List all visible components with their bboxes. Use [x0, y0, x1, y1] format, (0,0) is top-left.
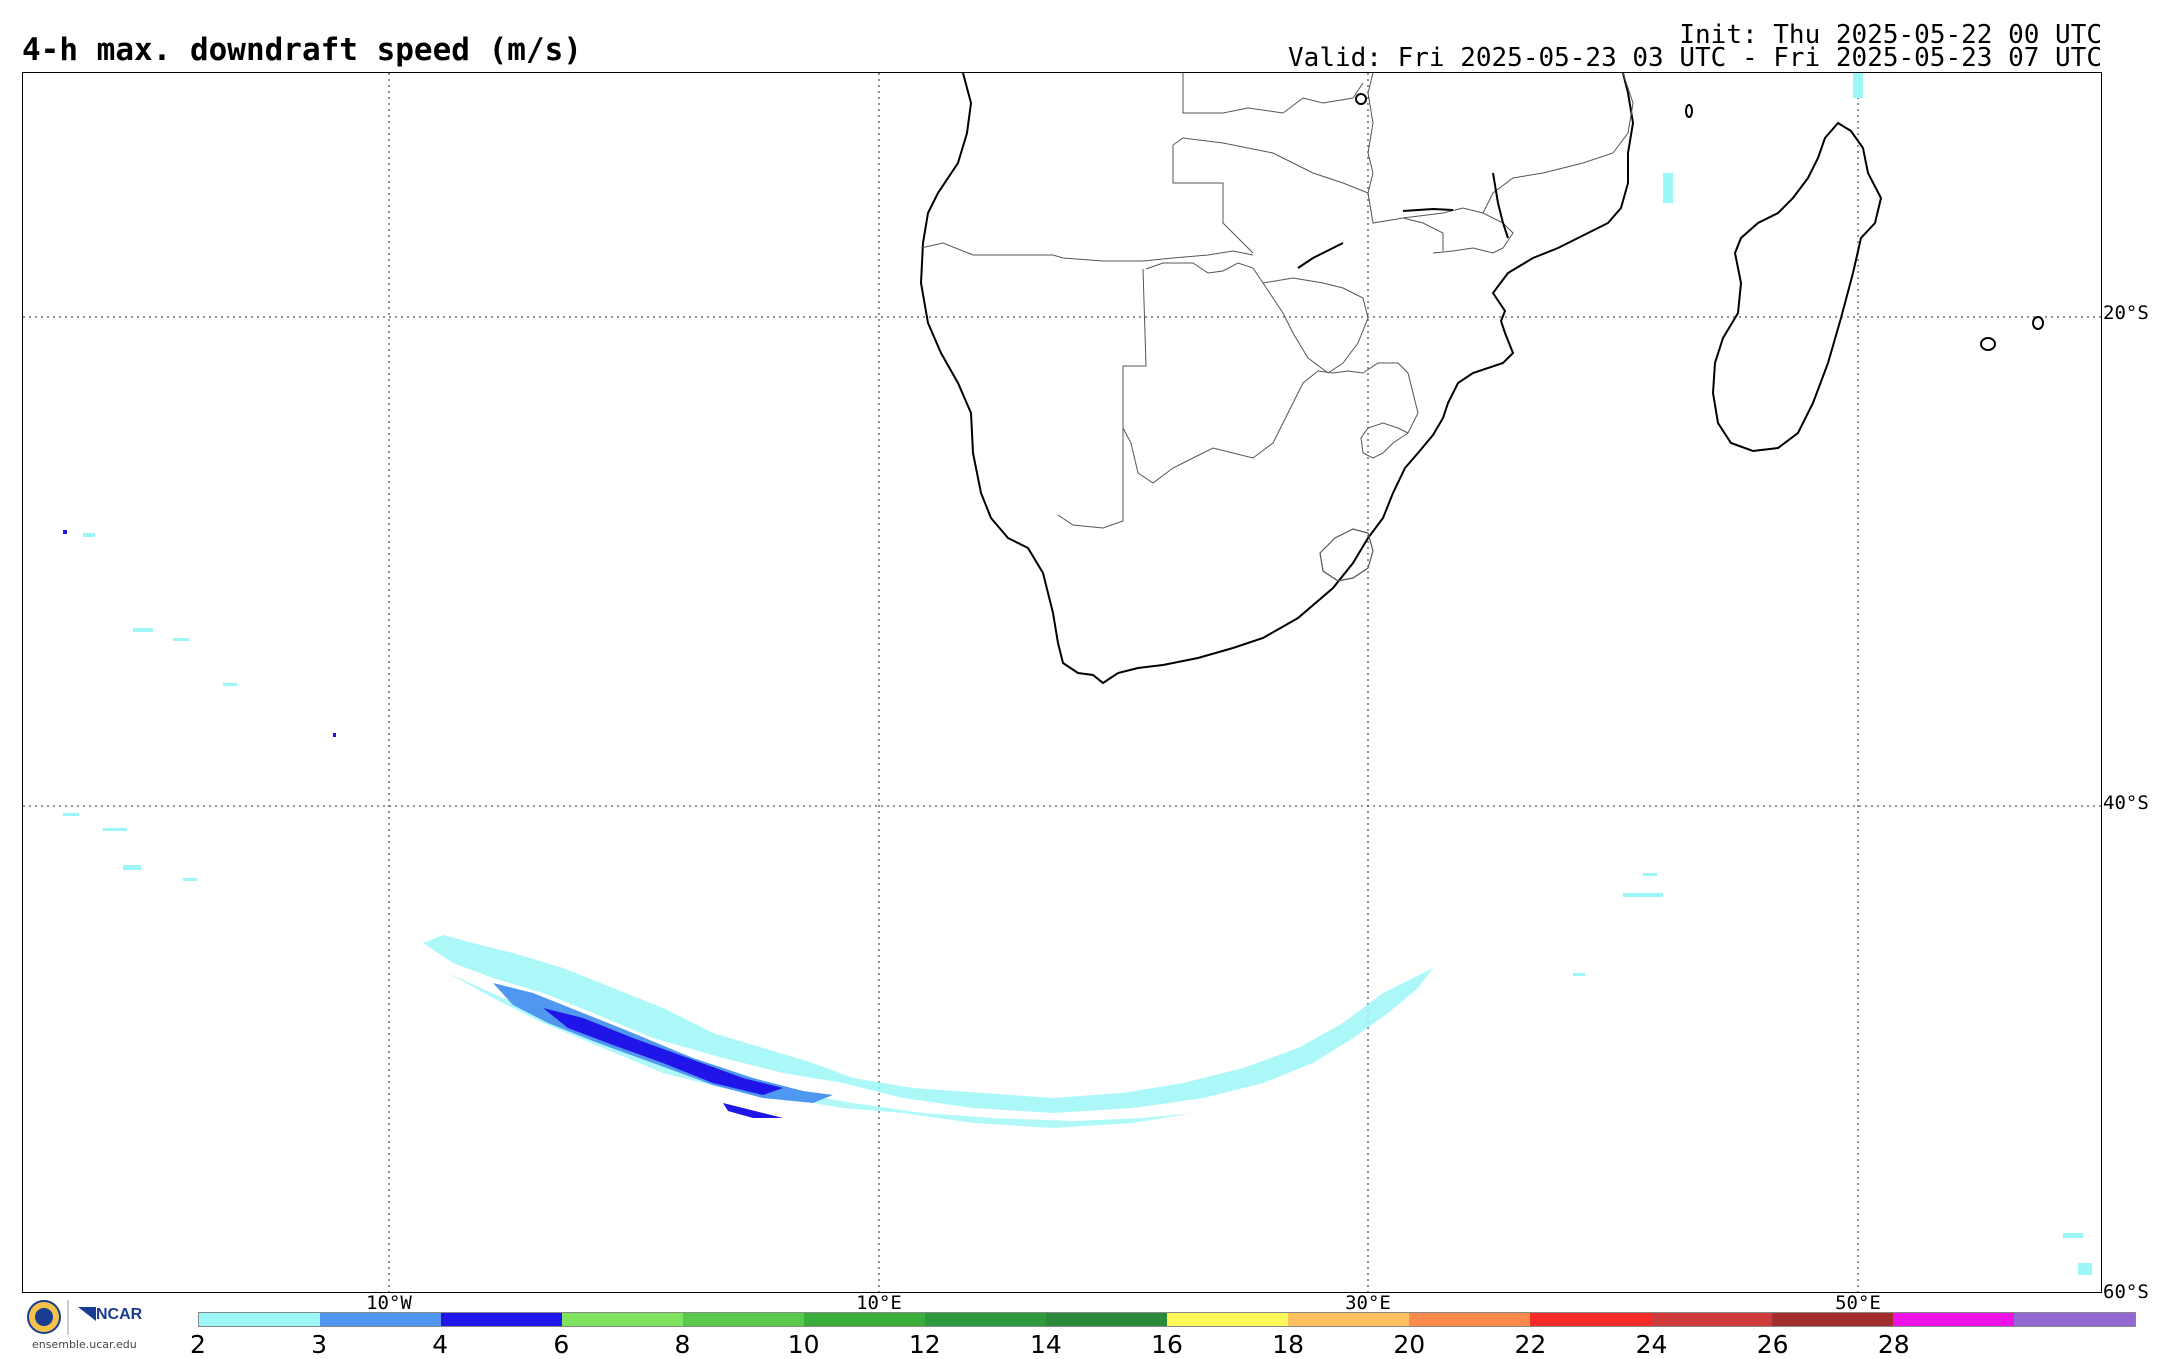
- colorbar-tick: 20: [1393, 1330, 1426, 1359]
- nsf-ncar-logo: [27, 1300, 96, 1335]
- colorbar-cell: [1530, 1313, 1651, 1326]
- band-light: [423, 935, 1433, 1113]
- colorbar-tick: 12: [908, 1330, 941, 1359]
- band-mid: [493, 983, 833, 1103]
- island-mauritius: [1980, 337, 1996, 351]
- colorbar-cell: [1409, 1313, 1530, 1326]
- colorbar-tick: 10: [787, 1330, 820, 1359]
- colorbar-cell: [1893, 1313, 2014, 1326]
- island-tanganyika: [1355, 93, 1367, 105]
- map-svg: [23, 73, 2101, 1292]
- island-comoros: [1685, 104, 1693, 118]
- colorbar-tick: 6: [553, 1330, 570, 1359]
- downdraft-field: [423, 935, 1433, 1128]
- lat-label-20s: 20°S: [2103, 302, 2149, 324]
- ncar-wave-icon: [78, 1307, 96, 1321]
- lake-cahora: [1402, 207, 1454, 212]
- init-time: Init: Thu 2025-05-22 00 UTC: [1679, 20, 2102, 50]
- lake-kariba: [1297, 242, 1344, 269]
- colorbar: [198, 1312, 2136, 1327]
- ncar-label: NCAR: [96, 1306, 143, 1323]
- chart-title: 4-h max. downdraft speed (m/s): [22, 32, 582, 68]
- colorbar-tick: 22: [1514, 1330, 1547, 1359]
- band-dark: [543, 1008, 783, 1095]
- lat-label-60s: 60°S: [2103, 1281, 2149, 1303]
- colorbar-cell: [562, 1313, 683, 1326]
- valid-time: Valid: Fri 2025-05-23 03 UTC - Fri 2025-…: [1288, 43, 2102, 73]
- gridlines: [23, 73, 2101, 1292]
- scattered-cells-dark: [63, 530, 336, 737]
- colorbar-tick: 26: [1756, 1330, 1789, 1359]
- colorbar-cell: [1167, 1313, 1288, 1326]
- colorbar-cell: [925, 1313, 1046, 1326]
- lake-malawi: [1492, 172, 1509, 239]
- lon-label-30e: 30°E: [1345, 1292, 1391, 1314]
- colorbar-cell: [1651, 1313, 1772, 1326]
- colorbar-cell: [199, 1313, 320, 1326]
- africa-coastline: [919, 73, 1635, 685]
- colorbar-cell: [320, 1313, 441, 1326]
- colorbar-tick: 4: [432, 1330, 449, 1359]
- colorbar-tick: 3: [311, 1330, 328, 1359]
- colorbar-tick: 18: [1272, 1330, 1305, 1359]
- band-dark-streak: [723, 1103, 783, 1118]
- colorbar-tick: 28: [1877, 1330, 1910, 1359]
- colorbar-tick: 16: [1151, 1330, 1183, 1359]
- colorbar-tick: 8: [674, 1330, 691, 1359]
- colorbar-tick: 24: [1635, 1330, 1668, 1359]
- colorbar-cell: [1772, 1313, 1893, 1326]
- madagascar-coastline: [1711, 121, 1883, 453]
- lon-label-10e: 10°E: [856, 1292, 902, 1314]
- colorbar-cell: [2014, 1313, 2135, 1326]
- colorbar-cell: [804, 1313, 925, 1326]
- colorbar-cell: [1046, 1313, 1167, 1326]
- colorbar-tick: 2: [190, 1330, 206, 1359]
- site-label: ensemble.ucar.edu: [32, 1338, 137, 1351]
- colorbar-cell: [1288, 1313, 1409, 1326]
- country-borders: [920, 73, 1634, 529]
- scattered-cells: [63, 73, 2092, 1275]
- lat-label-40s: 40°S: [2103, 792, 2149, 814]
- lon-label-50e: 50°E: [1835, 1292, 1881, 1314]
- colorbar-cell: [683, 1313, 804, 1326]
- map-panel: [22, 72, 2102, 1293]
- lesotho-border: [1319, 528, 1374, 582]
- colorbar-cell: [441, 1313, 562, 1326]
- colorbar-tick: 14: [1029, 1330, 1062, 1359]
- island-reunion: [2032, 316, 2044, 330]
- lon-label-10w: 10°W: [366, 1292, 412, 1314]
